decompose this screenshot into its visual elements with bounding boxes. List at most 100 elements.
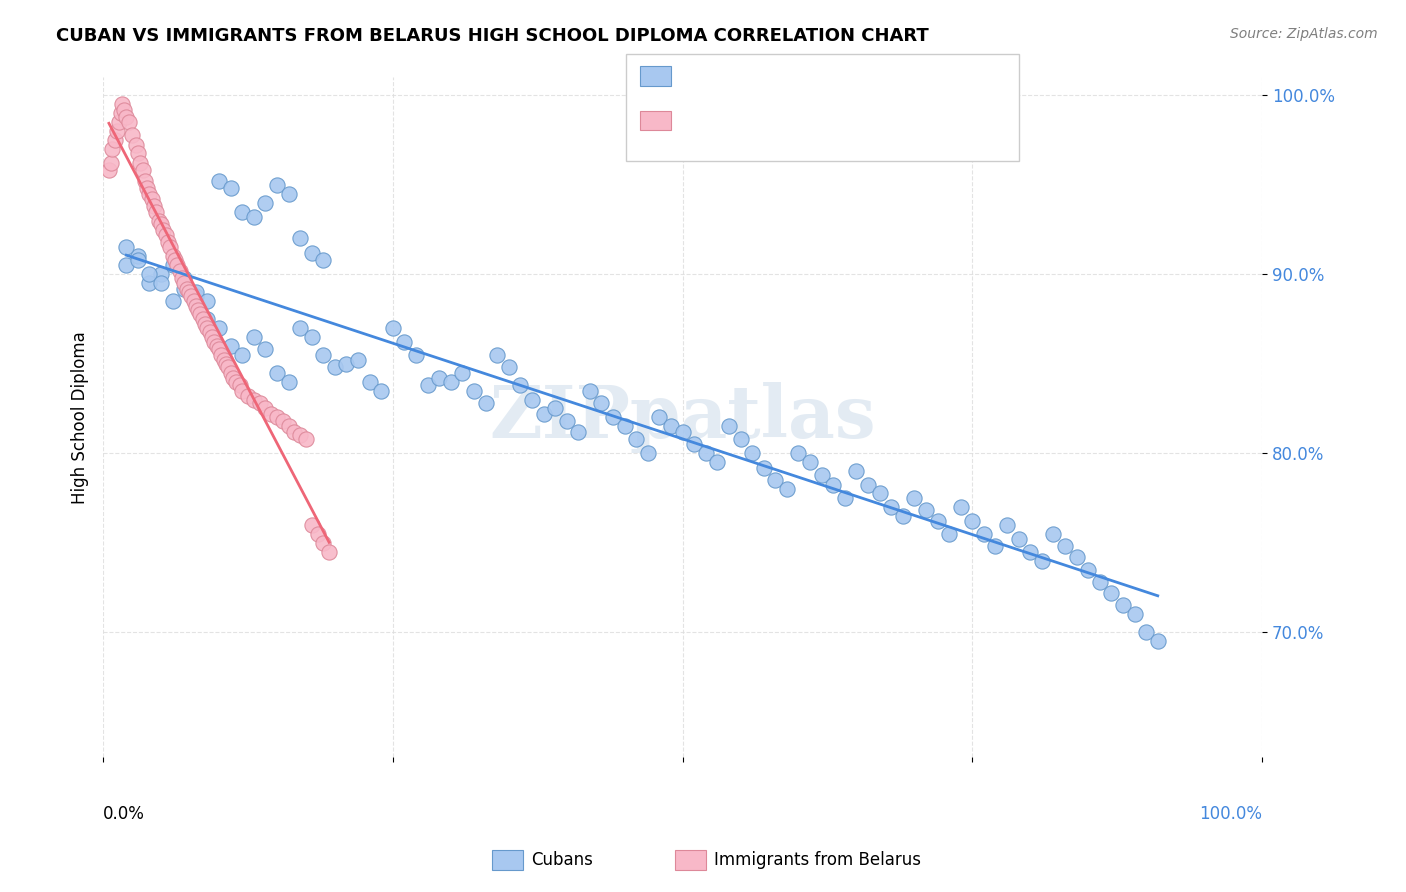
Point xyxy=(579,384,602,398)
Point xyxy=(416,378,439,392)
Point xyxy=(695,446,717,460)
Point xyxy=(202,335,225,350)
Point xyxy=(177,285,200,300)
Point xyxy=(254,343,277,357)
Text: N = 109: N = 109 xyxy=(872,67,946,85)
Point xyxy=(347,353,370,368)
Point xyxy=(229,378,252,392)
Point xyxy=(509,378,531,392)
Point xyxy=(335,357,357,371)
Point xyxy=(271,414,294,428)
Point xyxy=(776,482,799,496)
Point xyxy=(845,464,868,478)
Point xyxy=(1042,526,1064,541)
Point xyxy=(254,195,277,210)
Point xyxy=(288,231,311,245)
Point xyxy=(277,186,299,201)
Point xyxy=(155,227,177,242)
Point xyxy=(962,514,984,528)
Point xyxy=(903,491,925,505)
Text: N =  73: N = 73 xyxy=(872,112,941,129)
Point xyxy=(626,432,648,446)
Point xyxy=(717,419,740,434)
Point xyxy=(150,277,173,291)
Point xyxy=(222,371,245,385)
Point xyxy=(949,500,972,514)
Point xyxy=(197,312,219,326)
Point xyxy=(1066,549,1088,564)
Point xyxy=(1077,562,1099,576)
Point xyxy=(555,414,578,428)
Text: 100.0%: 100.0% xyxy=(1199,805,1263,823)
Point xyxy=(288,428,311,442)
Text: 0.0%: 0.0% xyxy=(103,805,145,823)
Point xyxy=(266,410,288,425)
Point xyxy=(823,478,845,492)
Point xyxy=(191,312,214,326)
Point xyxy=(187,303,209,318)
Point xyxy=(659,419,682,434)
Point xyxy=(394,335,416,350)
Point xyxy=(134,174,156,188)
Point xyxy=(301,245,323,260)
Point xyxy=(231,348,253,362)
Point xyxy=(159,240,181,254)
Point xyxy=(173,282,195,296)
Point xyxy=(138,267,160,281)
Point xyxy=(115,258,138,272)
Text: Source: ZipAtlas.com: Source: ZipAtlas.com xyxy=(1230,27,1378,41)
Point xyxy=(1135,625,1157,640)
Point xyxy=(301,330,323,344)
Point xyxy=(602,410,624,425)
Point xyxy=(307,526,329,541)
Point xyxy=(243,210,266,224)
Point xyxy=(1008,532,1031,546)
Point xyxy=(312,252,335,267)
Point xyxy=(176,282,198,296)
Point xyxy=(101,142,124,156)
Y-axis label: High School Diploma: High School Diploma xyxy=(72,331,89,504)
Point xyxy=(637,446,659,460)
Point xyxy=(915,503,938,517)
Point xyxy=(984,539,1007,553)
Point xyxy=(254,401,277,416)
Point xyxy=(197,321,219,335)
Point xyxy=(249,396,271,410)
Point xyxy=(440,375,463,389)
Point xyxy=(111,97,134,112)
Point xyxy=(180,289,202,303)
Point xyxy=(162,294,184,309)
Point xyxy=(1019,544,1042,558)
Point xyxy=(567,425,589,439)
Point xyxy=(208,174,231,188)
Point xyxy=(115,110,138,124)
Point xyxy=(486,348,509,362)
Point xyxy=(405,348,427,362)
Point xyxy=(212,353,235,368)
Point xyxy=(1031,553,1053,567)
Point xyxy=(706,455,728,469)
Point xyxy=(752,460,775,475)
Point xyxy=(215,357,238,371)
Point xyxy=(938,526,960,541)
Point xyxy=(145,204,167,219)
Text: CUBAN VS IMMIGRANTS FROM BELARUS HIGH SCHOOL DIPLOMA CORRELATION CHART: CUBAN VS IMMIGRANTS FROM BELARUS HIGH SC… xyxy=(56,27,929,45)
Point xyxy=(127,252,149,267)
Point xyxy=(312,535,335,549)
Point xyxy=(498,360,520,375)
Text: R = -0.447: R = -0.447 xyxy=(682,67,779,85)
Point xyxy=(683,437,706,451)
Point xyxy=(169,263,191,277)
Point xyxy=(208,343,231,357)
Point xyxy=(880,500,903,514)
Point xyxy=(150,267,173,281)
Point xyxy=(219,339,242,353)
Point xyxy=(225,375,247,389)
Point xyxy=(112,103,135,117)
Point xyxy=(318,544,340,558)
Point xyxy=(671,425,693,439)
Point xyxy=(927,514,949,528)
Point xyxy=(127,145,149,160)
Point xyxy=(869,485,891,500)
Point xyxy=(266,178,288,192)
